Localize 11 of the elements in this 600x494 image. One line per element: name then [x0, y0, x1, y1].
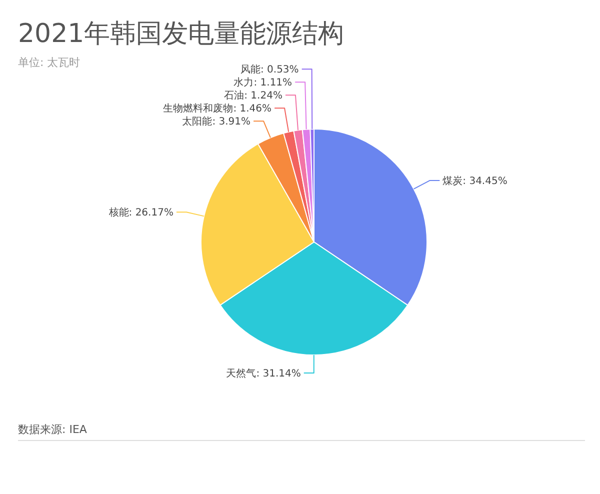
slice-label: 石油: 1.24% — [224, 90, 282, 102]
slice-label: 核能: 26.17% — [108, 206, 174, 219]
slice-label: 煤炭: 34.45% — [442, 175, 508, 188]
slice-label: 太阳能: 3.91% — [182, 116, 251, 128]
chart-subtitle: 单位: 太瓦时 — [18, 56, 80, 69]
slice-label: 天然气: 31.14% — [226, 368, 301, 380]
slice-label: 风能: 0.53% — [240, 64, 299, 76]
slice-label: 生物燃料和废物: 1.46% — [163, 102, 272, 115]
chart-title: 2021年韩国发电量能源结构 — [18, 19, 344, 49]
source-note: 数据来源: IEA — [18, 423, 88, 436]
slice-label: 水力: 1.11% — [234, 76, 292, 89]
